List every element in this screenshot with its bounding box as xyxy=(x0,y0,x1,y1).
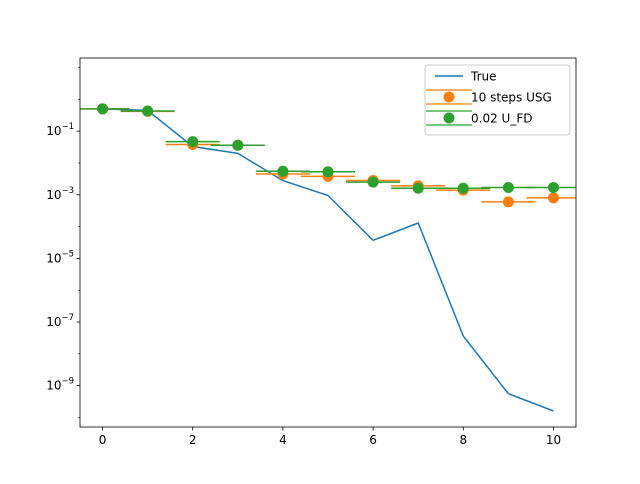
y-tick-exponent: −3 xyxy=(61,186,74,196)
y-tick-exponent: −7 xyxy=(61,313,74,323)
series-line-true xyxy=(102,108,554,412)
y-tick-label: 10−5 xyxy=(46,249,74,265)
axes-frame xyxy=(79,57,577,428)
legend-marker-0-02-u-fd xyxy=(443,112,455,124)
y-tick-label: 10−1 xyxy=(46,122,74,138)
y-tick-label: 10−7 xyxy=(46,313,74,329)
plot-area xyxy=(80,103,576,412)
y-tick-base: 10 xyxy=(46,315,61,329)
y-tick-base: 10 xyxy=(46,251,61,265)
y-tick-exponent: −9 xyxy=(61,377,74,387)
point-10-steps-usg-10 xyxy=(547,192,559,204)
point-0-02-u-fd-1 xyxy=(142,105,154,117)
point-0-02-u-fd-10 xyxy=(547,181,559,193)
y-tick-base: 10 xyxy=(46,124,61,138)
y-tick-label: 10−3 xyxy=(46,186,74,202)
point-0-02-u-fd-5 xyxy=(322,166,334,178)
y-tick-base: 10 xyxy=(46,188,61,202)
legend: True 10 steps USG 0.02 U_FD xyxy=(424,64,571,136)
y-tick-label: 10−9 xyxy=(46,377,74,393)
legend-label-0-02-u-fd: 0.02 U_FD xyxy=(471,112,532,126)
point-0-02-u-fd-0 xyxy=(97,103,109,115)
x-tick-label: 0 xyxy=(99,433,107,447)
legend-label-10-steps-usg: 10 steps USG xyxy=(471,91,552,105)
point-0-02-u-fd-7 xyxy=(412,182,424,194)
x-tick-label: 6 xyxy=(369,433,377,447)
x-tick-label: 8 xyxy=(459,433,467,447)
point-0-02-u-fd-4 xyxy=(277,165,289,177)
legend-label-true: True xyxy=(470,70,497,84)
point-0-02-u-fd-6 xyxy=(367,176,379,188)
y-tick-base: 10 xyxy=(46,379,61,393)
legend-marker-10-steps-usg xyxy=(443,91,455,103)
point-0-02-u-fd-2 xyxy=(187,136,199,148)
point-0-02-u-fd-3 xyxy=(232,139,244,151)
data-layer xyxy=(80,103,576,412)
x-tick-label: 4 xyxy=(279,433,287,447)
x-tick-label: 2 xyxy=(189,433,197,447)
point-0-02-u-fd-8 xyxy=(457,182,469,194)
y-tick-exponent: −5 xyxy=(61,249,74,259)
x-tick-label: 10 xyxy=(546,433,561,447)
legend-box xyxy=(424,64,571,136)
point-0-02-u-fd-9 xyxy=(502,181,514,193)
point-10-steps-usg-9 xyxy=(502,196,514,208)
y-tick-exponent: −1 xyxy=(61,122,74,132)
